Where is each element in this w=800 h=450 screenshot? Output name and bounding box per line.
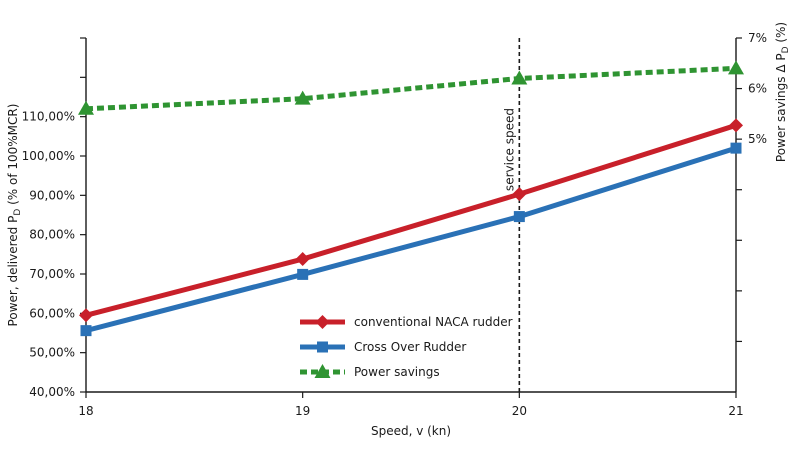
data-point-power-savings [294, 90, 311, 105]
data-point-cross-over-rudder [730, 142, 742, 154]
x-tick-label: 19 [295, 404, 310, 418]
series-line-cross-over-rudder [85, 145, 737, 334]
right-y-axis-title: Power savings Δ PD (%) [774, 22, 791, 162]
legend-item-conventional-naca-rudder: conventional NACA rudder [300, 315, 513, 329]
data-point-cross-over-rudder [80, 325, 92, 337]
data-point-conventional-naca-rudder [729, 118, 743, 133]
legend-marker [315, 315, 330, 329]
legend: conventional NACA rudder Cross Over Rudde… [300, 315, 513, 379]
data-point-power-savings [511, 70, 528, 85]
right-tick-label: 7% [748, 31, 767, 45]
left-y-axis-title-main: Power, delivered P [6, 216, 20, 327]
series-layer [78, 60, 744, 337]
legend-item-cross-over-rudder: Cross Over Rudder [300, 340, 466, 354]
right-y-axis-title-tail: (%) [774, 22, 788, 47]
left-tick-label: 70,00% [29, 267, 75, 281]
series-line-power-savings [85, 65, 737, 112]
left-y-axis-title-tail: (% of 100%MCR) [6, 104, 20, 209]
legend-marker [314, 364, 331, 378]
legend-label: conventional NACA rudder [354, 315, 513, 329]
left-y-axis-title: Power, delivered PD (% of 100%MCR) [6, 104, 23, 327]
x-axis-title: Speed, v (kn) [371, 424, 451, 438]
left-tick-label: 90,00% [29, 188, 75, 202]
left-tick-label: 80,00% [29, 228, 75, 242]
x-tick-label: 18 [78, 404, 93, 418]
left-tick-label: 50,00% [29, 346, 75, 360]
data-point-conventional-naca-rudder [295, 252, 310, 267]
left-tick-label: 60,00% [29, 306, 75, 320]
left-tick-label: 40,00% [29, 385, 75, 399]
data-point-power-savings [78, 100, 94, 115]
right-y-axis-title-sub: D [781, 46, 791, 53]
service-speed-label: service speed [502, 108, 516, 191]
right-axis-ticks: 5% 6% 7% [736, 31, 767, 343]
left-tick-label: 100,00% [22, 149, 75, 163]
x-axis-ticks: 18 19 20 21 [78, 392, 744, 418]
series-power-savings [78, 60, 744, 115]
legend-label: Power savings [354, 365, 440, 379]
left-axis-ticks: 40,00% 50,00% 60,00% 70,00% 80,00% 90,00% 100,… [22, 37, 86, 399]
x-tick-label: 21 [728, 404, 743, 418]
legend-label: Cross Over Rudder [354, 340, 466, 354]
data-point-cross-over-rudder [513, 211, 525, 223]
data-point-conventional-naca-rudder [512, 187, 527, 202]
series-cross-over-rudder [80, 142, 742, 337]
series-line-conventional-naca-rudder [85, 122, 737, 318]
right-y-axis-title-main: Power savings Δ P [774, 53, 788, 162]
data-point-cross-over-rudder [297, 268, 309, 280]
right-tick-label: 5% [748, 132, 767, 146]
series-conventional-naca-rudder [79, 118, 743, 323]
data-point-power-savings [728, 60, 744, 75]
data-point-conventional-naca-rudder [79, 308, 93, 323]
legend-marker [317, 341, 328, 353]
left-y-axis-title-sub: D [13, 209, 23, 216]
x-tick-label: 20 [512, 404, 527, 418]
legend-item-power-savings: Power savings [300, 364, 440, 379]
right-tick-label: 6% [748, 82, 767, 96]
left-tick-label: 110,00% [22, 110, 75, 124]
